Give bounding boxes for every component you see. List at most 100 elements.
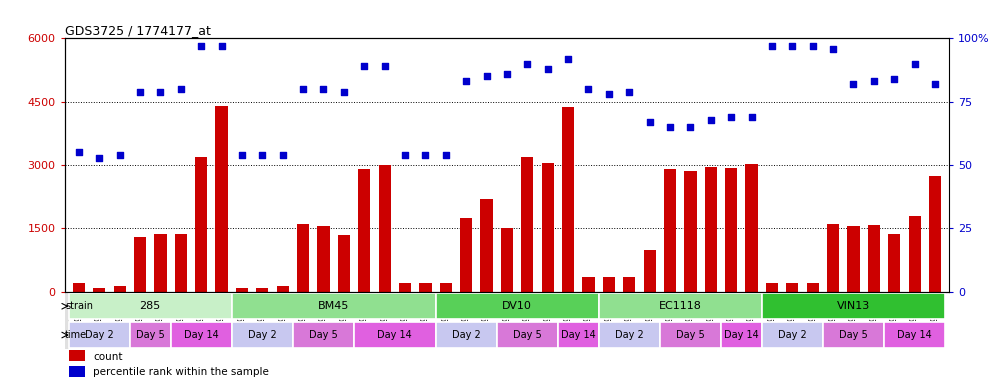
Point	[846, 81, 862, 87]
Point	[703, 116, 719, 122]
Bar	[256, 288, 268, 292]
Bar	[582, 276, 594, 292]
Point	[825, 45, 841, 51]
Text: percentile rank within the sample: percentile rank within the sample	[92, 367, 268, 377]
Bar	[460, 218, 472, 292]
Point	[764, 43, 780, 49]
Bar	[93, 288, 105, 292]
Point	[71, 149, 86, 156]
Bar	[69, 350, 84, 361]
Point	[642, 119, 658, 125]
Bar	[847, 227, 860, 292]
Bar	[195, 157, 208, 292]
Bar	[232, 322, 293, 348]
Text: count: count	[92, 351, 122, 361]
Point	[744, 114, 759, 120]
Point	[152, 89, 168, 95]
Bar	[542, 163, 554, 292]
Point	[601, 91, 617, 97]
Text: Day 2: Day 2	[778, 330, 807, 340]
Bar	[746, 164, 757, 292]
Bar	[65, 292, 69, 321]
Bar	[439, 283, 452, 292]
Bar	[480, 199, 493, 292]
Bar	[236, 288, 248, 292]
Bar	[134, 237, 146, 292]
Bar	[497, 322, 558, 348]
Bar	[558, 322, 598, 348]
Bar	[435, 293, 598, 319]
Point	[520, 61, 536, 67]
Bar	[761, 293, 945, 319]
Text: Day 5: Day 5	[676, 330, 705, 340]
Point	[234, 152, 249, 158]
Bar	[598, 293, 761, 319]
Text: time: time	[65, 330, 87, 340]
Bar	[888, 233, 901, 292]
Text: Day 14: Day 14	[184, 330, 219, 340]
Bar	[721, 322, 761, 348]
Bar	[660, 322, 721, 348]
Bar	[602, 276, 615, 292]
Point	[887, 76, 903, 82]
Bar	[684, 170, 697, 292]
Bar	[175, 233, 187, 292]
Bar	[868, 225, 880, 292]
Point	[295, 86, 311, 92]
Point	[274, 152, 290, 158]
Bar	[354, 322, 435, 348]
Point	[499, 71, 515, 77]
Bar	[806, 283, 819, 292]
Bar	[884, 322, 945, 348]
Point	[662, 124, 678, 130]
Bar	[827, 224, 839, 292]
Bar	[501, 228, 513, 292]
Bar	[623, 276, 635, 292]
Text: Day 14: Day 14	[898, 330, 932, 340]
Bar	[113, 286, 126, 292]
Bar	[786, 283, 798, 292]
Bar	[297, 224, 309, 292]
Text: EC1118: EC1118	[659, 301, 702, 311]
Bar	[65, 321, 69, 349]
Bar	[823, 322, 884, 348]
Text: 285: 285	[139, 301, 161, 311]
Point	[458, 78, 474, 84]
Bar	[69, 366, 84, 377]
Point	[784, 43, 800, 49]
Text: Day 14: Day 14	[724, 330, 758, 340]
Bar	[232, 293, 435, 319]
Bar	[154, 233, 167, 292]
Bar	[293, 322, 354, 348]
Point	[907, 61, 922, 67]
Bar	[276, 286, 289, 292]
Text: Day 5: Day 5	[309, 330, 338, 340]
Point	[683, 124, 699, 130]
Point	[377, 63, 393, 70]
Point	[356, 63, 372, 70]
Text: Day 5: Day 5	[839, 330, 868, 340]
Bar	[399, 283, 412, 292]
Bar	[69, 293, 232, 319]
Bar	[419, 283, 431, 292]
Point	[397, 152, 413, 158]
Point	[866, 78, 882, 84]
Bar	[765, 283, 778, 292]
Bar	[562, 107, 575, 292]
Point	[336, 89, 352, 95]
Bar	[216, 106, 228, 292]
Bar	[643, 250, 656, 292]
Text: Day 14: Day 14	[561, 330, 595, 340]
Bar	[664, 169, 676, 292]
Point	[111, 152, 127, 158]
Bar	[379, 165, 391, 292]
Text: GDS3725 / 1774177_at: GDS3725 / 1774177_at	[65, 24, 211, 37]
Point	[417, 152, 433, 158]
Point	[478, 73, 494, 79]
Point	[173, 86, 189, 92]
Text: Day 14: Day 14	[378, 330, 413, 340]
Bar	[130, 322, 171, 348]
Text: Day 5: Day 5	[136, 330, 165, 340]
Bar	[705, 167, 717, 292]
Point	[621, 89, 637, 95]
